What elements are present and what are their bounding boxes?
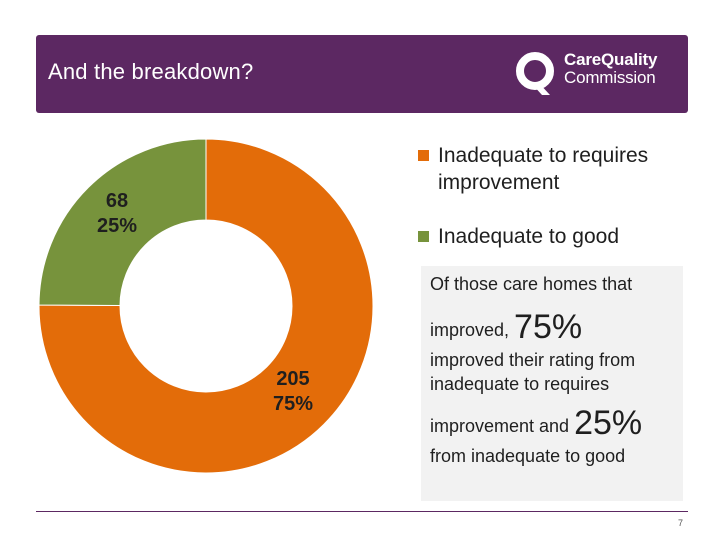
data-label-value: 205 [276, 368, 309, 390]
data-label-value: 68 [106, 190, 128, 212]
chart-legend: Inadequate to requires improvement Inade… [418, 142, 708, 250]
cqc-logo: CareQuality Commission [514, 48, 679, 100]
legend-label: Inadequate to requires improvement [438, 144, 649, 194]
logo-text: CareQuality Commission [564, 51, 657, 86]
note-line-4: inadequate to requires [430, 374, 610, 394]
note-highlight-75: 75% [514, 308, 583, 346]
legend-label: Inadequate to good [438, 225, 620, 248]
page-number: 7 [678, 518, 684, 528]
note-highlight-25: 25% [574, 404, 643, 442]
slice-good [38, 138, 207, 307]
header-bar: And the breakdown? CareQuality Commissio… [36, 35, 688, 113]
note-line-5: improvement and 25% [430, 406, 675, 440]
note-line-2: improved, 75% [430, 310, 675, 344]
data-label-percent: 75% [273, 393, 313, 415]
slice-requires-improvement [38, 138, 374, 474]
cqc-logo-icon [516, 52, 554, 95]
legend-swatch [418, 231, 429, 242]
data-label-percent: 25% [97, 215, 137, 237]
note-text: improvement and [430, 416, 570, 436]
note-text: improved, [430, 320, 510, 340]
footer-divider [36, 511, 688, 512]
legend-swatch [418, 150, 429, 161]
note-line-3: improved their rating from [430, 350, 636, 370]
note-line-1: Of those care homes that [430, 274, 633, 294]
legend-item-requires-improvement: Inadequate to requires improvement [418, 142, 708, 196]
legend-item-good: Inadequate to good [418, 223, 708, 250]
note-line-6: from inadequate to good [430, 446, 626, 466]
page-title: And the breakdown? [48, 59, 254, 84]
logo-line-1: CareQuality [564, 50, 658, 69]
summary-note: Of those care homes that improved, 75% i… [421, 266, 683, 501]
logo-line-2: Commission [564, 68, 656, 87]
